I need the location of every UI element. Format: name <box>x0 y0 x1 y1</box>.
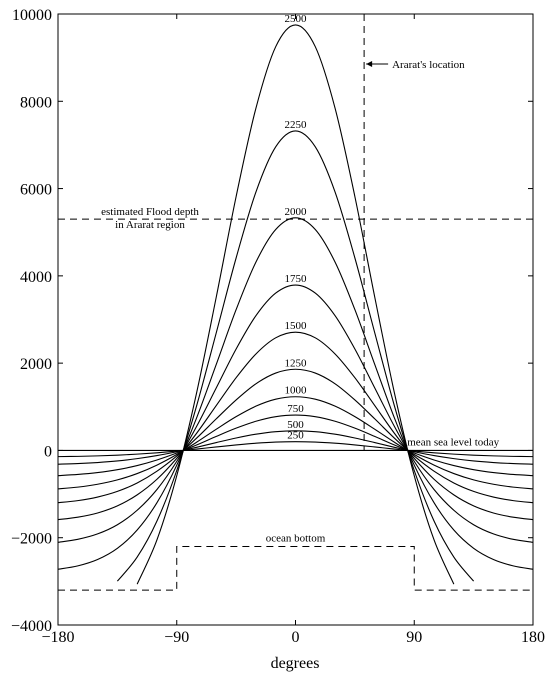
series-label: 1750 <box>285 273 308 285</box>
series-label: 1250 <box>285 357 308 369</box>
y-tick-label: 8000 <box>20 94 52 111</box>
sea-level-label: mean sea level today <box>407 436 499 448</box>
series-line <box>57 284 534 543</box>
x-tick-label: 0 <box>292 629 300 646</box>
ararat-arrowhead <box>366 61 373 67</box>
series-label: 1500 <box>285 320 308 332</box>
y-tick-label: 2000 <box>20 356 52 373</box>
series-line <box>57 430 534 465</box>
y-tick-label: 10000 <box>12 7 52 24</box>
series-line <box>57 414 534 477</box>
series-line <box>57 217 534 570</box>
series-label: 2000 <box>285 206 308 218</box>
y-tick-label: −4000 <box>11 618 52 635</box>
series-label: 250 <box>287 430 304 442</box>
series-label: 1000 <box>285 385 308 397</box>
x-tick-label: 180 <box>521 629 545 646</box>
y-tick-label: 6000 <box>20 182 52 199</box>
ocean-bottom-line <box>58 545 533 591</box>
flood-depth-label: estimated Flood depth <box>101 206 199 218</box>
x-tick-label: −90 <box>164 629 189 646</box>
ocean-bottom-label: ocean bottom <box>266 532 326 544</box>
x-axis-label: degrees <box>271 655 320 672</box>
series-label: 750 <box>287 403 304 415</box>
series-line <box>57 396 534 490</box>
flood-depth-label: in Ararat region <box>115 219 185 231</box>
series-line <box>116 130 475 582</box>
series-line <box>57 441 534 458</box>
y-tick-label: −2000 <box>11 531 52 548</box>
series-label: 2250 <box>285 119 308 131</box>
x-tick-label: −180 <box>41 629 74 646</box>
x-tick-label: 90 <box>406 629 422 646</box>
y-tick-label: 0 <box>44 443 52 460</box>
series-line <box>57 331 534 521</box>
ararat-label: Ararat's location <box>392 59 465 71</box>
y-tick-label: 4000 <box>20 269 52 286</box>
series-label: 2500 <box>285 13 308 25</box>
series-line <box>136 24 455 585</box>
series-label: 500 <box>287 419 304 431</box>
series-line <box>57 368 534 504</box>
